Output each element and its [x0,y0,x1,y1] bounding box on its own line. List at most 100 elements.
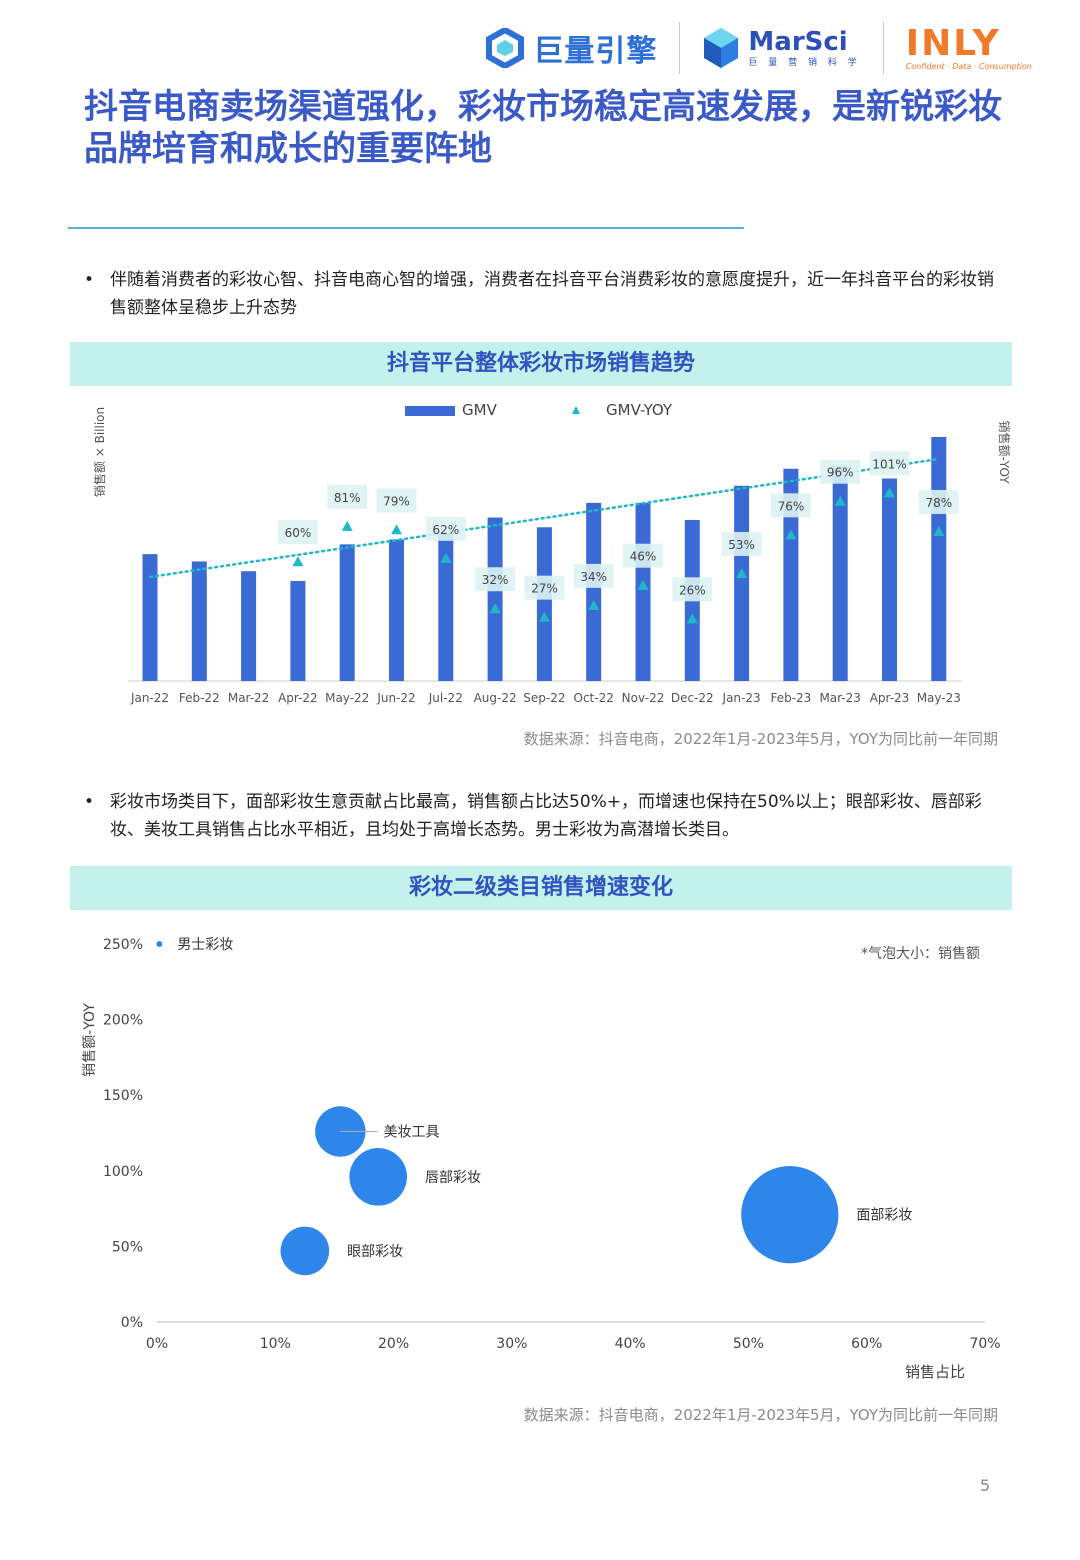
y-tick-label: 150% [103,1088,143,1104]
x-tick-label: Jul-22 [428,691,463,705]
legend-gmv-label: GMV [462,401,498,419]
x-tick-label: Dec-22 [671,691,714,705]
x-tick-label: Feb-23 [770,691,811,705]
yoy-label-bg [425,516,466,541]
x-tick-label: Apr-22 [278,691,318,705]
yoy-marker [440,552,452,563]
bubble-size-note: *气泡大小：销售额 [861,946,980,962]
bubble-chart: *气泡大小：销售额 销售额-YOY 销售占比 0% 10% 20% 30% 40% 50%… [82,937,1001,1381]
yoy-label-bg [770,493,811,518]
gmv-bar [734,485,750,681]
bullet-text: 彩妆市场类目下，面部彩妆生意贡献占比最高，销售额占比达50%+，而增速也保持在5… [110,792,982,840]
yoy-data-label: 46% [630,550,657,564]
yoy-label-bg [573,563,614,588]
yoy-label-bg [623,543,663,568]
gmv-bar [832,466,848,681]
logo-juliang: 巨量引擎 [485,26,657,70]
yoy-data-label: 34% [580,570,607,584]
trend-chart: GMV GMV-YOY 销售额 × Billion 销售额-YOY 60% 81%… [92,401,1012,705]
legend-yoy-label: GMV-YOY [606,401,673,419]
x-tick-label: Jun-22 [376,691,415,705]
yoy-data-label: 53% [728,538,755,552]
yoy-marker [341,520,353,531]
yoy-data-label: 96% [827,466,854,480]
x-tick-label: Jan-22 [130,691,169,705]
yoy-data-label: 78% [925,496,952,510]
yoy-marker [884,487,895,498]
section-title-bubble: 彩妆二级类目销售增速变化 [70,866,1012,910]
x-tick-label: 20% [378,1336,409,1352]
yoy-marker [736,567,748,578]
yoy-label-bg [820,459,861,484]
bubble-label: 美妆工具 [384,1124,440,1140]
gmv-bar [931,437,947,681]
header-logos: 巨量引擎 MarSci 巨 量 营 销 科 学 INLY Confident ·… [485,18,1032,78]
bubble-label: 面部彩妆 [856,1208,912,1224]
yoy-marker [834,495,846,506]
x-tick-label: Feb-22 [179,691,220,705]
bullet-dot-icon: • [84,270,95,290]
x-tick-label: 70% [969,1336,1000,1352]
bubble-x-axis-label: 销售占比 [905,1363,965,1381]
gmv-bar [241,571,257,681]
x-tick-label: 60% [851,1336,882,1352]
bubble [280,1226,330,1276]
trendline [148,457,941,579]
x-tick-label: Mar-23 [819,691,860,705]
logo-inly-subtext: Confident · Data · Consumption [905,61,1032,71]
bullet-text: 伴随着消费者的彩妆心智、抖音电商心智的增强，消费者在抖音平台消费彩妆的意愿度提升… [110,270,994,318]
marsci-logo-icon [704,28,739,68]
legend-yoy-marker-icon [572,406,580,414]
yoy-data-label: 27% [531,582,558,596]
yoy-label-bg [918,489,959,514]
yoy-data-label: 76% [778,499,805,513]
yoy-label-bg [376,488,417,513]
yoy-label-bg [869,451,910,476]
x-tick-label: 50% [733,1336,764,1352]
logo-marsci-text: MarSci [748,26,848,57]
yoy-marker [391,524,402,535]
yoy-label-bg [277,520,318,545]
x-tick-label: 0% [146,1336,168,1352]
yoy-marker [538,611,550,622]
yoy-marker [637,579,649,590]
yoy-label-bg [475,567,516,592]
gmv-bar [438,532,454,681]
yoy-data-label: 101% [872,457,906,471]
gmv-bar [339,544,355,681]
yoy-marker [785,529,797,540]
gmv-bar [191,561,207,681]
legend-gmv-swatch [405,406,455,416]
logo-marsci-subtext: 巨 量 营 销 科 学 [748,57,861,68]
x-tick-label: May-23 [917,691,961,705]
x-tick-label: May-22 [325,691,369,705]
x-tick-label: 40% [615,1336,646,1352]
yoy-data-label: 26% [679,583,706,597]
data-source-bubble: 数据来源：抖音电商，2022年1月-2023年5月，YOY为同比前一年同期 [523,1406,998,1424]
bubble [349,1148,407,1206]
section-title-trend: 抖音平台整体彩妆市场销售趋势 [70,342,1012,386]
x-tick-label: Oct-22 [574,691,614,705]
y-tick-label: 200% [103,1013,143,1029]
y-tick-label: 0% [121,1315,143,1331]
page-number: 5 [979,1476,990,1495]
gmv-bar [882,478,897,681]
x-tick-label: Aug-22 [474,691,517,705]
bubble [156,941,163,947]
trend-x-tick-labels: Jan-22 Feb-22 Mar-22 Apr-22 May-22 Jun-22 Jul-… [130,691,961,705]
bubble-y-axis-label: 销售额-YOY [82,1003,98,1077]
logo-juliang-text: 巨量引擎 [533,34,658,69]
yoy-data-label: 81% [334,491,361,505]
trend-left-axis-label: 销售额 × Billion [92,407,107,497]
bullet-dot-icon: • [84,792,95,812]
gmv-bar [635,502,651,681]
yoy-label-bg [721,531,762,556]
trend-yoy-markers: 60% 81% 79% 62% 32% 27% 34% 46% 26% 53% 76% 96% 101%… [277,451,959,624]
logo-divider [679,22,681,74]
gmv-bar [487,517,503,681]
yoy-marker [588,599,600,610]
logo-marsci: MarSci 巨 量 营 销 科 学 [702,26,860,70]
yoy-label-bg [524,575,565,600]
x-tick-label: Mar-22 [228,691,269,705]
